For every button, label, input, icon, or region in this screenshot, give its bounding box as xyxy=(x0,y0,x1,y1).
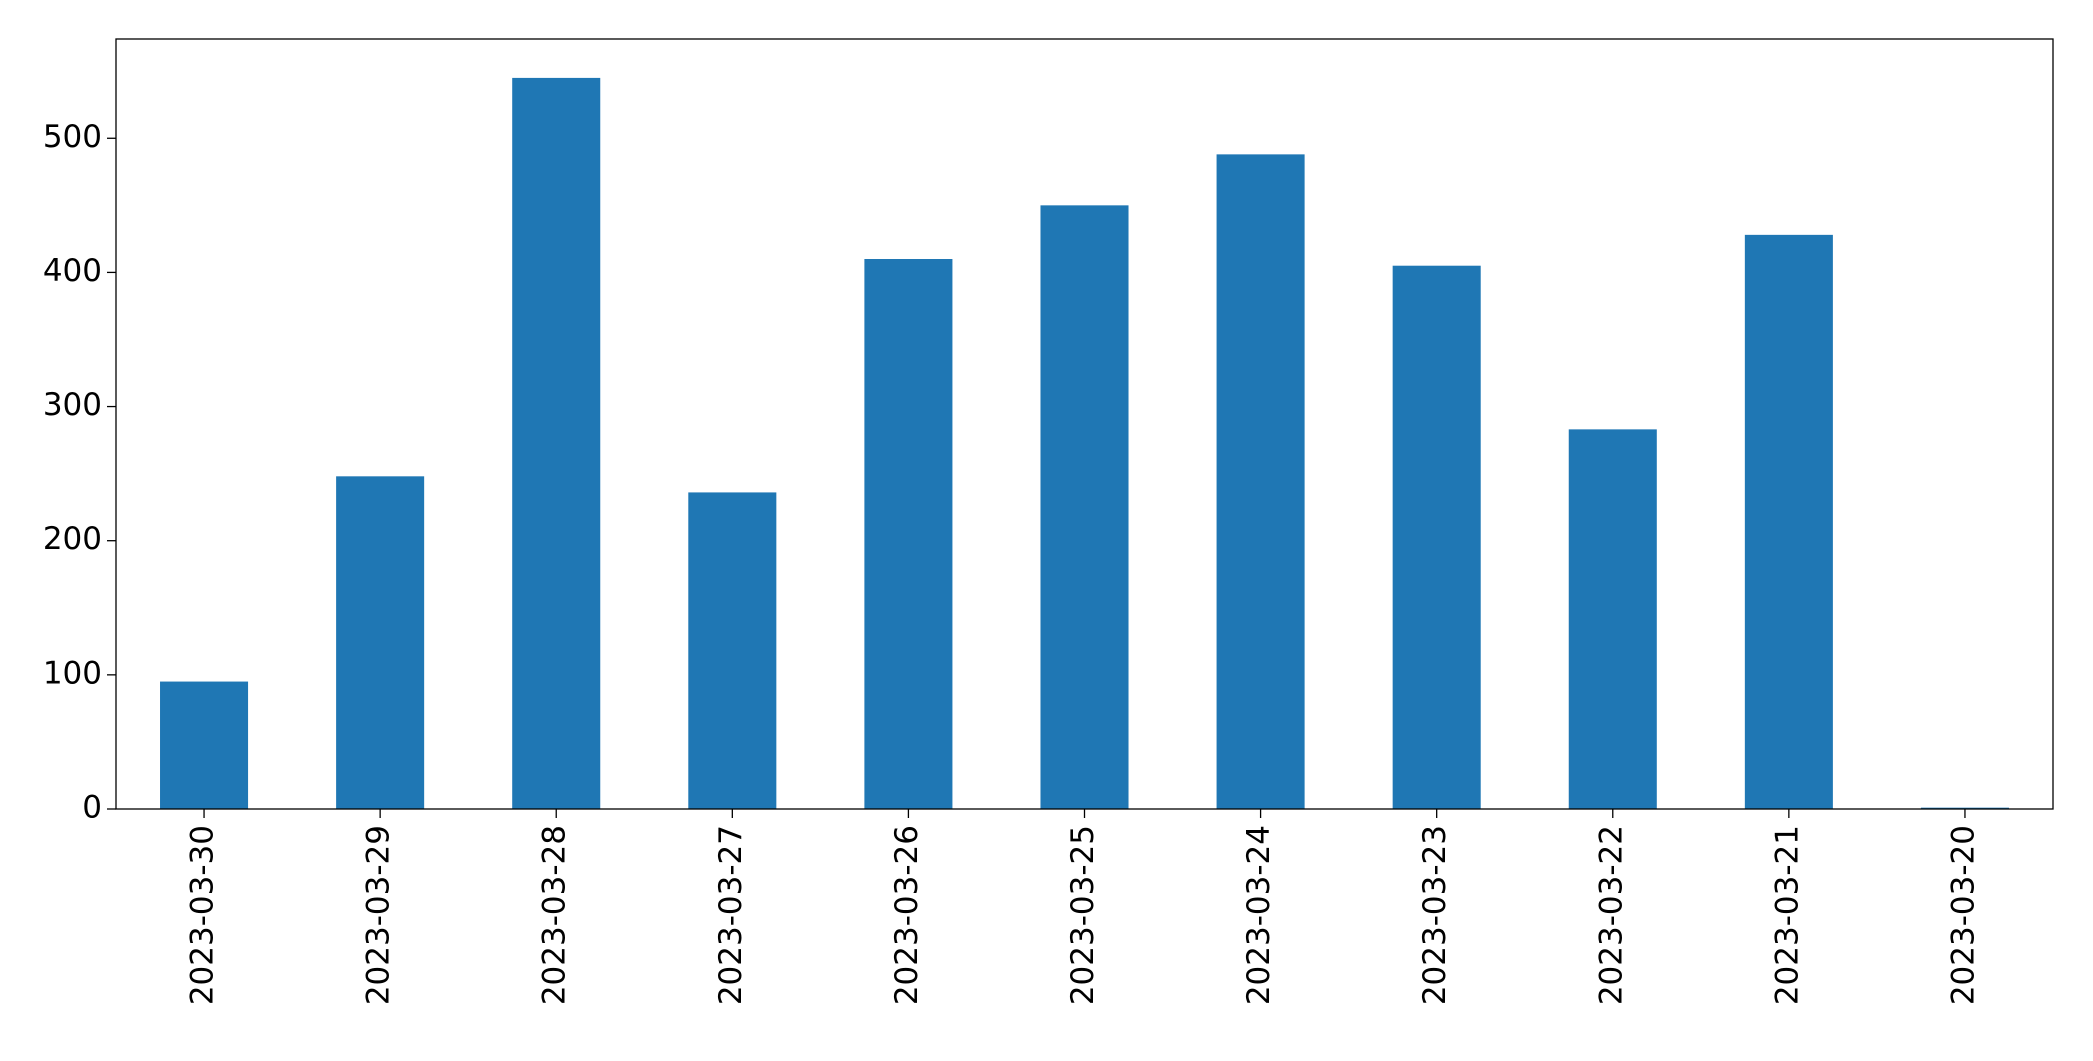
y-tick-label: 0 xyxy=(82,790,102,826)
bar xyxy=(1568,429,1657,809)
bar xyxy=(160,681,249,809)
bar xyxy=(336,476,425,809)
plot-frame xyxy=(115,38,2054,810)
bar xyxy=(1216,154,1305,810)
x-tick-label: 2023-03-20 xyxy=(1945,825,1981,1005)
x-tick-label: 2023-03-30 xyxy=(185,825,221,1005)
x-tick-label: 2023-03-24 xyxy=(1241,825,1277,1005)
y-tick-label: 100 xyxy=(43,655,102,691)
bar xyxy=(512,77,601,809)
x-tick-label: 2023-03-28 xyxy=(537,825,573,1005)
y-tick-label: 500 xyxy=(43,119,102,155)
x-tick-label: 2023-03-23 xyxy=(1417,825,1453,1005)
y-tick-label: 300 xyxy=(43,387,102,423)
bar xyxy=(864,259,953,809)
x-tick-label: 2023-03-22 xyxy=(1593,825,1629,1005)
x-tick-label: 2023-03-25 xyxy=(1065,825,1101,1005)
x-tick-label: 2023-03-27 xyxy=(713,825,749,1005)
bar xyxy=(688,492,777,809)
y-tick-label: 200 xyxy=(43,521,102,557)
bar xyxy=(1920,807,2009,809)
bar xyxy=(1744,234,1833,810)
x-tick-label: 2023-03-29 xyxy=(361,825,397,1005)
x-tick-label: 2023-03-26 xyxy=(889,825,925,1005)
bar xyxy=(1040,205,1129,810)
x-tick-label: 2023-03-21 xyxy=(1769,825,1805,1005)
y-tick-label: 400 xyxy=(43,253,102,289)
bar xyxy=(1392,265,1481,810)
